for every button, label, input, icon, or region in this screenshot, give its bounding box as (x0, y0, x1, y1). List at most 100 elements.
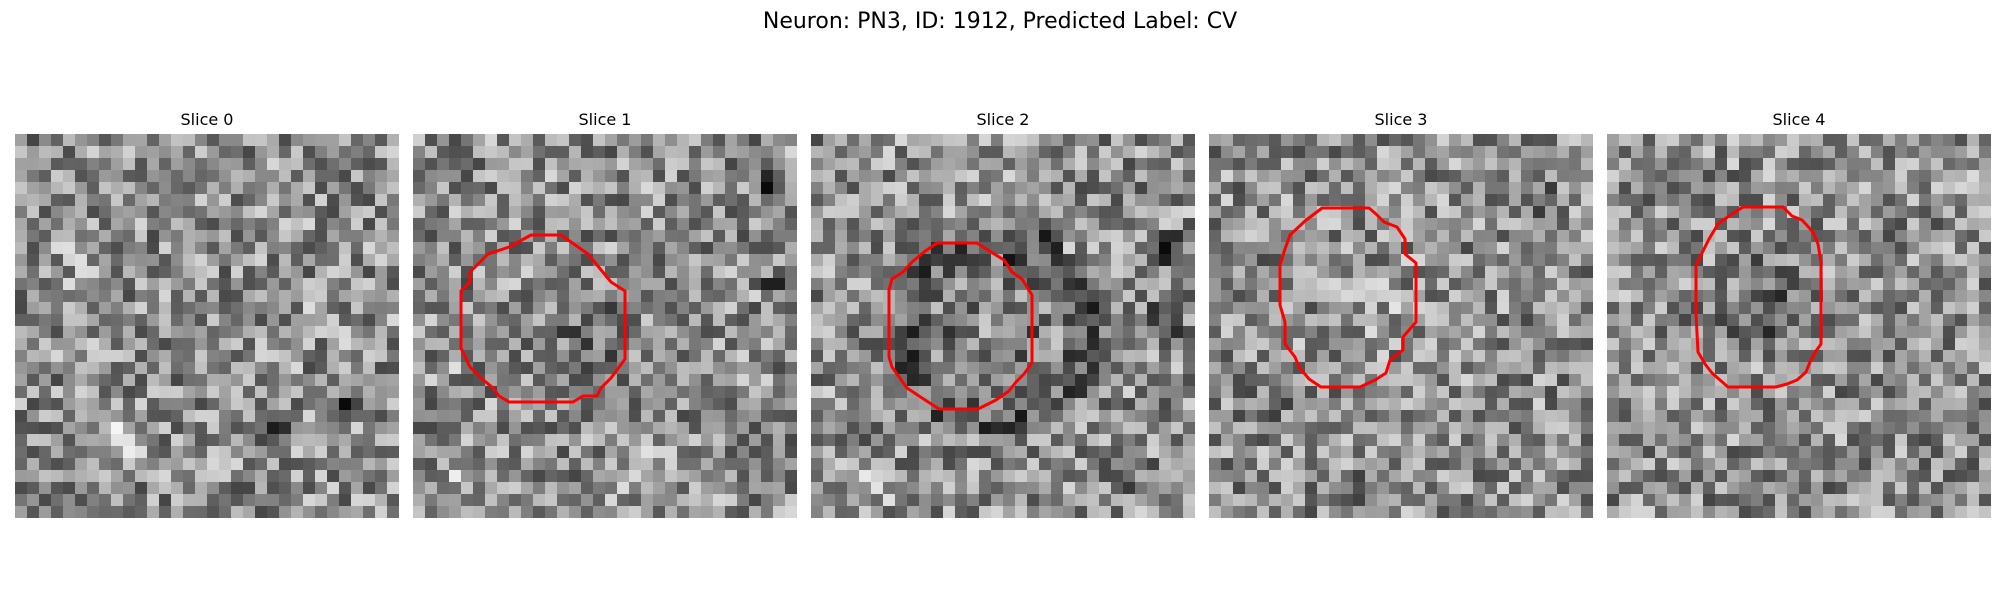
slice-image-4 (1607, 134, 1991, 518)
pixel-cell (255, 494, 268, 507)
pixel-cell (1437, 434, 1450, 447)
pixel-cell (629, 302, 642, 315)
pixel-cell (485, 326, 498, 339)
pixel-cell (521, 374, 534, 387)
pixel-cell (1631, 290, 1644, 303)
pixel-cell (1171, 470, 1184, 483)
pixel-cell (641, 278, 654, 291)
pixel-cell (375, 362, 388, 375)
pixel-cell (1147, 362, 1160, 375)
pixel-cell (1305, 242, 1318, 255)
pixel-cell (1883, 290, 1896, 303)
pixel-cell (749, 146, 762, 159)
pixel-cell (1183, 290, 1195, 303)
pixel-cell (919, 362, 932, 375)
pixel-cell (1437, 458, 1450, 471)
pixel-cell (1051, 494, 1064, 507)
pixel-cell (871, 506, 884, 518)
pixel-cell (1051, 182, 1064, 195)
pixel-cell (1485, 326, 1498, 339)
pixel-cell (219, 422, 232, 435)
pixel-cell (267, 446, 280, 459)
figure-title: Neuron: PN3, ID: 1912, Predicted Label: … (762, 9, 1238, 34)
pixel-cell (1183, 134, 1195, 147)
pixel-cell (339, 182, 352, 195)
pixel-cell (171, 434, 184, 447)
pixel-cell (1437, 326, 1450, 339)
pixel-cell (1931, 230, 1944, 243)
pixel-cell (955, 218, 968, 231)
pixel-cell (1703, 146, 1716, 159)
pixel-cell (183, 182, 196, 195)
pixel-cell (1413, 218, 1426, 231)
pixel-cell (1135, 266, 1148, 279)
pixel-cell (1087, 302, 1100, 315)
pixel-cell (593, 494, 606, 507)
pixel-cell (557, 338, 570, 351)
pixel-cell (823, 254, 836, 267)
pixel-cell (39, 170, 52, 183)
pixel-cell (1715, 254, 1728, 267)
pixel-cell (291, 458, 304, 471)
pixel-cell (267, 170, 280, 183)
pixel-cell (387, 170, 399, 183)
pixel-cell (351, 374, 364, 387)
pixel-cell (955, 314, 968, 327)
pixel-cell (847, 434, 860, 447)
pixel-cell (979, 434, 992, 447)
pixel-cell (1401, 242, 1414, 255)
pixel-cell (1159, 242, 1172, 255)
pixel-cell (183, 362, 196, 375)
pixel-cell (1739, 374, 1752, 387)
pixel-cell (255, 134, 268, 147)
pixel-cell (255, 278, 268, 291)
pixel-cell (1619, 254, 1632, 267)
pixel-cell (207, 446, 220, 459)
pixel-cell (497, 338, 510, 351)
pixel-cell (123, 374, 136, 387)
pixel-cell (1485, 218, 1498, 231)
pixel-cell (569, 338, 582, 351)
pixel-cell (1063, 434, 1076, 447)
pixel-cell (291, 194, 304, 207)
pixel-cell (1171, 314, 1184, 327)
pixel-cell (123, 254, 136, 267)
pixel-cell (27, 134, 40, 147)
pixel-cell (761, 374, 774, 387)
pixel-cell (1775, 362, 1788, 375)
pixel-cell (931, 302, 944, 315)
pixel-cell (147, 482, 160, 495)
pixel-cell (1281, 506, 1294, 518)
pixel-cell (375, 170, 388, 183)
pixel-cell (1305, 422, 1318, 435)
pixel-cell (15, 146, 28, 159)
pixel-cell (749, 302, 762, 315)
pixel-cell (907, 362, 920, 375)
pixel-cell (1257, 266, 1270, 279)
pixel-cell (1763, 446, 1776, 459)
pixel-cell (1787, 302, 1800, 315)
pixel-cell (785, 482, 797, 495)
pixel-cell (1751, 242, 1764, 255)
pixel-cell (315, 290, 328, 303)
pixel-cell (1655, 446, 1668, 459)
pixel-cell (1655, 290, 1668, 303)
pixel-cell (1183, 434, 1195, 447)
pixel-cell (593, 146, 606, 159)
pixel-cell (689, 158, 702, 171)
pixel-cell (665, 350, 678, 363)
pixel-cell (485, 422, 498, 435)
pixel-cell (1039, 350, 1052, 363)
pixel-cell (617, 338, 630, 351)
pixel-cell (1533, 506, 1546, 518)
pixel-cell (1015, 182, 1028, 195)
pixel-cell (1389, 134, 1402, 147)
pixel-cell (1269, 170, 1282, 183)
pixel-cell (509, 434, 522, 447)
pixel-cell (363, 398, 376, 411)
pixel-cell (1943, 386, 1956, 399)
pixel-cell (1365, 422, 1378, 435)
pixel-cell (267, 134, 280, 147)
pixel-cell (413, 242, 426, 255)
pixel-cell (725, 326, 738, 339)
